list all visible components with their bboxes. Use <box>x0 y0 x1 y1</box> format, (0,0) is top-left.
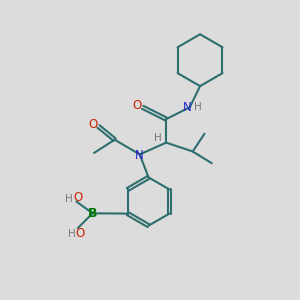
Text: O: O <box>76 226 85 239</box>
Text: N: N <box>183 101 192 114</box>
Text: H: H <box>194 102 202 112</box>
Text: O: O <box>133 99 142 112</box>
Text: H: H <box>68 229 76 239</box>
Text: O: O <box>88 118 98 131</box>
Text: O: O <box>74 190 83 204</box>
Text: B: B <box>88 207 97 220</box>
Text: H: H <box>64 194 72 204</box>
Text: N: N <box>135 148 144 161</box>
Text: H: H <box>154 133 162 143</box>
